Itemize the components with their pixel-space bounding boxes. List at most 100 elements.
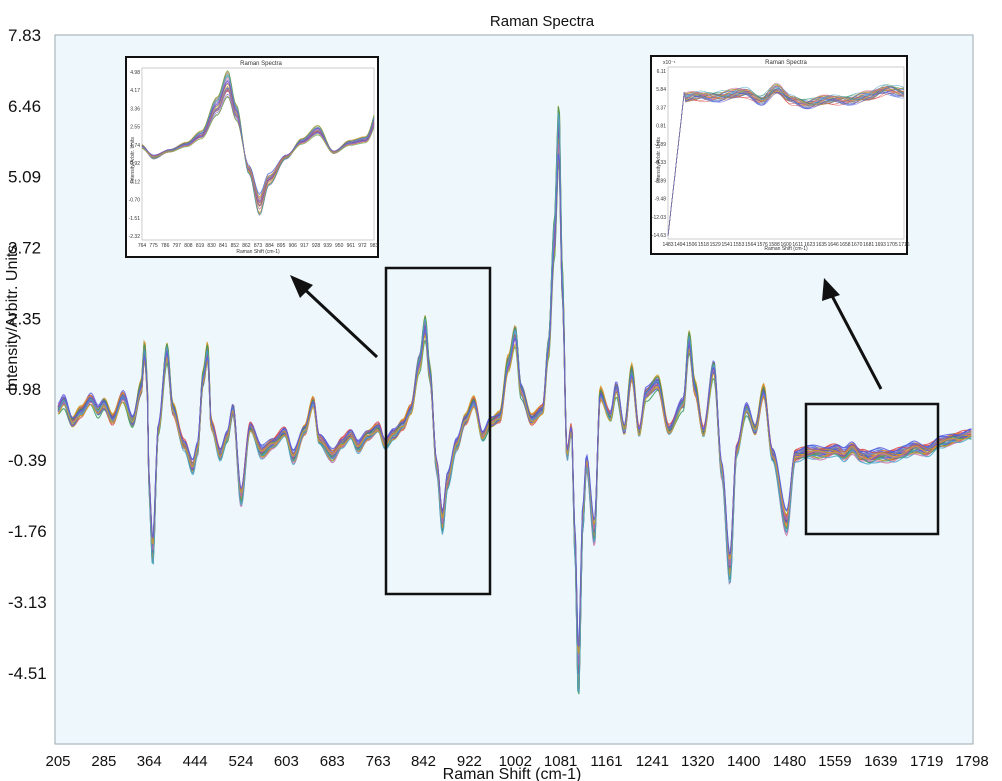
x-tick-label: 1081 <box>544 753 577 770</box>
inset-y-tick: -2.32 <box>129 234 141 240</box>
x-tick-label: 1320 <box>681 753 714 770</box>
inset-y-tick: 4.98 <box>130 70 140 76</box>
spectrum-line <box>57 154 972 647</box>
y-tick-label: -3.13 <box>8 593 47 612</box>
inset-x-tick: 1658 <box>839 242 850 248</box>
inset-chart-right: Raman Spectra x10⁻¹ Intensity/Arbitr. Un… <box>650 55 910 255</box>
zoom-box-center <box>384 266 492 596</box>
inset-x-tick: 1600 <box>780 242 791 248</box>
y-tick-label: -4.51 <box>8 664 47 683</box>
y-tick-label: 6.46 <box>8 97 41 116</box>
inset-spectrum-line <box>667 82 905 237</box>
inset-spectrum-line <box>667 84 905 237</box>
x-tick-label: 1400 <box>727 753 760 770</box>
inset-x-tick: 873 <box>254 243 263 249</box>
y-tick-label: 0.98 <box>8 380 41 399</box>
inset-chart-left: Raman Spectra Intensity/Arbitr. Units Ra… <box>125 56 379 258</box>
inset-x-tick: 764 <box>138 243 147 249</box>
inset-x-tick: 884 <box>265 243 274 249</box>
inset-x-tick: 1635 <box>816 242 827 248</box>
inset-x-tick: 1588 <box>769 242 780 248</box>
x-tick-label: 1002 <box>499 753 532 770</box>
inset-x-tick: 906 <box>289 243 298 249</box>
inset-x-tick: 1576 <box>757 242 768 248</box>
inset-x-tick: 797 <box>173 243 182 249</box>
inset-x-tick: 830 <box>207 243 216 249</box>
x-tick-label: 1161 <box>590 753 622 770</box>
zoom-box-right <box>804 402 940 536</box>
x-tick-label: 364 <box>137 753 162 770</box>
inset-x-tick: 895 <box>277 243 286 249</box>
inset-x-tick: 1716 <box>898 242 909 248</box>
inset-x-tick: 1529 <box>710 242 721 248</box>
x-tick-label: 603 <box>274 753 299 770</box>
x-tick-label: 1798 <box>955 753 988 770</box>
inset-x-tick: 961 <box>347 243 356 249</box>
y-axis-ticks: 7.83 6.46 5.09 3.72 2.35 0.98 -0.39 -1.76 -3.13 -… <box>8 26 47 683</box>
inset-y-tick: -12.03 <box>652 215 666 221</box>
inset-x-tick: 1611 <box>792 242 803 248</box>
inset-x-tick: 1553 <box>733 242 744 248</box>
inset-y-tick: -14.63 <box>652 233 666 239</box>
x-axis-label: Raman Shift (cm-1) <box>443 766 582 781</box>
inset-x-tick: 1670 <box>851 242 862 248</box>
x-tick-label: 444 <box>183 753 208 770</box>
inset-spectrum-line <box>667 91 905 237</box>
x-tick-label: 1241 <box>636 753 669 770</box>
inset-x-tick: 983 <box>370 243 379 249</box>
inset-spectrum-line <box>141 71 375 214</box>
x-tick-label: 763 <box>366 753 391 770</box>
inset-y-tick: 6.11 <box>657 69 667 75</box>
inset-x-tick: 808 <box>184 243 193 249</box>
inset-spectrum-line <box>141 95 375 198</box>
inset-y-tick: 3.37 <box>656 105 666 111</box>
inset-x-tick: 1564 <box>745 242 756 248</box>
inset-x-tick: 1681 <box>863 242 874 248</box>
inset-y-tick: 0.12 <box>130 179 140 185</box>
inset-x-tick: 819 <box>196 243 205 249</box>
inset-x-tick: 1646 <box>828 242 839 248</box>
inset-x-tick: 1705 <box>887 242 898 248</box>
inset-y-tick: 3.36 <box>130 106 140 112</box>
inset-spectrum-line <box>141 93 375 196</box>
inset-spectrum-line <box>667 86 905 237</box>
inset-right-title: Raman Spectra <box>765 60 807 66</box>
x-tick-label: 1719 <box>910 753 943 770</box>
inset-y-tick: -6.89 <box>655 178 667 184</box>
arrow-right <box>822 278 883 390</box>
y-tick-label: 5.09 <box>8 168 41 187</box>
inset-x-tick: 928 <box>312 243 321 249</box>
inset-y-tick: -4.33 <box>655 160 667 166</box>
x-axis-ticks: 205 285 364 444 524 603 683 763 842 922 1002 1081 11… <box>45 753 988 770</box>
inset-x-tick: 1623 <box>804 242 815 248</box>
y-tick-label: 3.72 <box>8 239 41 258</box>
inset-x-tick: 1483 <box>662 242 673 248</box>
inset-x-tick: 1494 <box>674 242 685 248</box>
inset-x-tick: 939 <box>323 243 332 249</box>
inset-spectrum-line <box>141 89 375 201</box>
spectra-lines <box>57 105 972 695</box>
inset-y-tick: -1.51 <box>129 216 141 222</box>
inset-x-tick: 950 <box>335 243 344 249</box>
inset-y-tick: -0.70 <box>129 198 141 204</box>
inset-y-tick: 0.81 <box>656 124 666 130</box>
inset-x-tick: 1518 <box>698 242 709 248</box>
inset-right-exponent: x10⁻¹ <box>663 60 676 66</box>
inset-x-tick: 852 <box>231 243 240 249</box>
chart-title: Raman Spectra <box>490 13 595 30</box>
inset-y-tick: 0.92 <box>130 161 140 167</box>
arrow-left <box>290 275 379 359</box>
x-tick-label: 922 <box>457 753 482 770</box>
inset-spectrum-line <box>667 84 905 237</box>
y-tick-label: 2.35 <box>8 309 41 328</box>
inset-x-tick: 917 <box>300 243 309 249</box>
inset-y-tick: 4.17 <box>130 88 140 94</box>
inset-x-tick: 786 <box>161 243 170 249</box>
inset-y-tick: 2.55 <box>130 125 140 131</box>
x-tick-label: 1559 <box>818 753 851 770</box>
inset-x-tick: 775 <box>149 243 158 249</box>
x-tick-label: 1480 <box>773 753 806 770</box>
inset-y-tick: 5.84 <box>656 87 666 93</box>
inset-left-ylabel: Intensity/Arbitr. Units <box>130 137 136 183</box>
